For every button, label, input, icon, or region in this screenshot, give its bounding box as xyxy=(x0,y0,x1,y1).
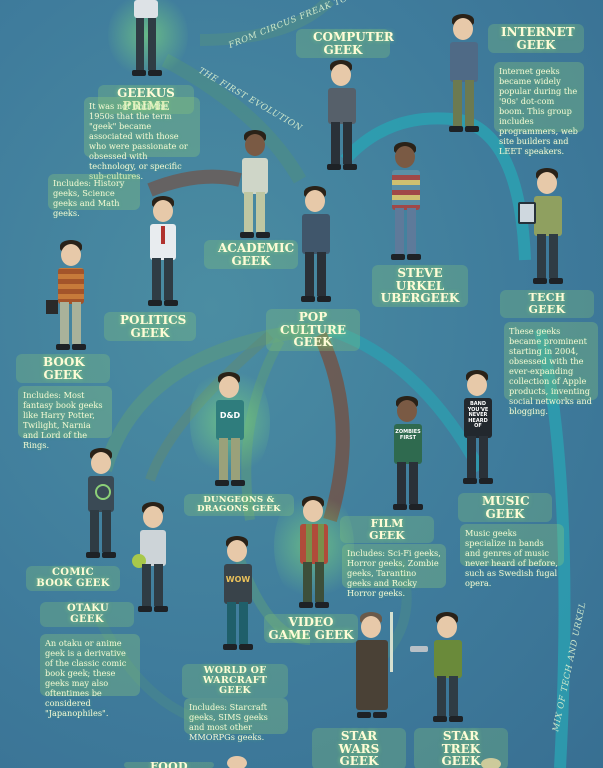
comic-book-geek-figure xyxy=(82,448,120,560)
star-wars-geek-figure xyxy=(352,612,393,724)
steve-urkel-figure xyxy=(386,142,426,262)
desc-wow-geek: Includes: Starcraft geeks, SIMS geeks an… xyxy=(184,698,288,742)
dnd-shirt-text: D&D xyxy=(219,411,241,420)
label-academic-geek-text: ACADEMIC GEEK xyxy=(218,241,295,268)
label-wow-geek-text: WORLD OF WARCRAFT GEEK xyxy=(202,665,268,696)
label-video-game-geek-text: VIDEO GAME GEEK xyxy=(268,615,354,642)
label-politics-geek-text: POLITICS GEEK xyxy=(120,313,187,340)
otaku-geek-figure xyxy=(132,502,172,614)
label-geekus-prime: GEEKUS PRIME xyxy=(98,85,194,115)
star-trek-geek-figure xyxy=(410,612,468,724)
music-shirt-text: BAND YOU'VE NEVER HEARD OF xyxy=(467,401,489,429)
geekus-prime-figure xyxy=(108,0,188,80)
label-star-wars-geek-text: STAR WARS GEEK xyxy=(338,729,380,768)
label-computer-geek-text: COMPUTER GEEK xyxy=(313,30,394,57)
label-steve-urkel-text: STEVE URKEL UBERGEEK xyxy=(380,266,460,306)
desc-tech-geek: These geeks became prominent starting in… xyxy=(504,322,598,416)
politics-geek-figure xyxy=(144,196,182,308)
label-music-geek: MUSIC GEEK xyxy=(458,493,552,523)
label-academic-geek: ACADEMIC GEEK xyxy=(204,240,298,270)
label-computer-geek: COMPUTER GEEK xyxy=(296,29,394,59)
internet-geek-figure xyxy=(444,14,484,134)
label-internet-geek: INTERNET GEEK xyxy=(488,24,584,54)
label-book-geek: BOOK GEEK xyxy=(16,354,110,384)
label-tech-geek-text: TECH GEEK xyxy=(528,291,566,316)
label-pop-culture-geek: POP CULTURE GEEK xyxy=(266,309,360,351)
wow-geek-figure: WOW xyxy=(218,536,258,652)
label-video-game-geek: VIDEO GAME GEEK xyxy=(264,614,358,644)
desc-otaku-geek: An otaku or anime geek is a derivative o… xyxy=(40,634,140,718)
label-book-geek-text: BOOK GEEK xyxy=(43,355,85,382)
label-film-geek: FILM GEEK xyxy=(340,516,434,544)
label-food-geek-text: FOOD xyxy=(150,762,188,768)
label-food-geek: FOOD xyxy=(124,762,214,768)
label-pop-culture-geek-text: POP CULTURE GEEK xyxy=(280,310,346,350)
computer-geek-figure xyxy=(322,60,362,172)
academic-geek-figure xyxy=(236,130,274,240)
label-dnd-geek: DUNGEONS & DRAGONS GEEK xyxy=(184,494,294,517)
pop-culture-geek-figure xyxy=(296,186,336,304)
label-otaku-geek: OTAKU GEEK xyxy=(40,602,134,627)
label-internet-geek-text: INTERNET GEEK xyxy=(501,25,575,52)
book-geek-figure xyxy=(46,240,90,352)
label-steve-urkel: STEVE URKEL UBERGEEK xyxy=(372,265,468,307)
desc-geekus-prime: It was not until the 1950s that the term… xyxy=(84,97,200,181)
film-geek-figure: ZOMBIES FIRST xyxy=(388,396,428,512)
desc-book-geek: Includes: Most fantasy book geeks like H… xyxy=(18,386,112,450)
label-star-trek-geek: STAR TREK GEEK xyxy=(414,728,508,768)
desc-film-geek: Includes: Sci-Fi geeks, Horror geeks, Zo… xyxy=(342,544,446,598)
desc-academic-geek: Includes: History geeks, Science geeks a… xyxy=(48,174,140,218)
tech-geek-figure xyxy=(518,168,568,286)
dnd-geek-figure: D&D xyxy=(190,362,270,488)
film-shirt-text: ZOMBIES FIRST xyxy=(395,429,421,441)
label-tech-geek: TECH GEEK xyxy=(500,290,594,319)
desc-music-geek: Music geeks specialize in bands and genr… xyxy=(460,524,564,588)
label-politics-geek: POLITICS GEEK xyxy=(104,312,196,342)
label-film-geek-text: FILM GEEK xyxy=(369,517,405,542)
wow-shirt-text: WOW xyxy=(225,575,251,584)
video-game-geek-figure xyxy=(274,486,354,610)
music-geek-figure: BAND YOU'VE NEVER HEARD OF xyxy=(458,370,498,486)
label-wow-geek: WORLD OF WARCRAFT GEEK xyxy=(182,664,288,699)
food-geek-figure xyxy=(224,756,250,768)
label-star-wars-geek: STAR WARS GEEK xyxy=(312,728,406,768)
label-dnd-geek-text: DUNGEONS & DRAGONS GEEK xyxy=(197,495,281,514)
label-comic-book-geek-text: COMIC BOOK GEEK xyxy=(36,567,110,589)
label-otaku-geek-text: OTAKU GEEK xyxy=(67,603,109,625)
label-comic-book-geek: COMIC BOOK GEEK xyxy=(26,566,120,591)
label-star-trek-geek-text: STAR TREK GEEK xyxy=(441,729,481,768)
label-music-geek-text: MUSIC GEEK xyxy=(482,494,530,521)
bottom-right-figure xyxy=(478,758,504,768)
desc-internet-geek: Internet geeks became widely popular dur… xyxy=(494,62,584,156)
